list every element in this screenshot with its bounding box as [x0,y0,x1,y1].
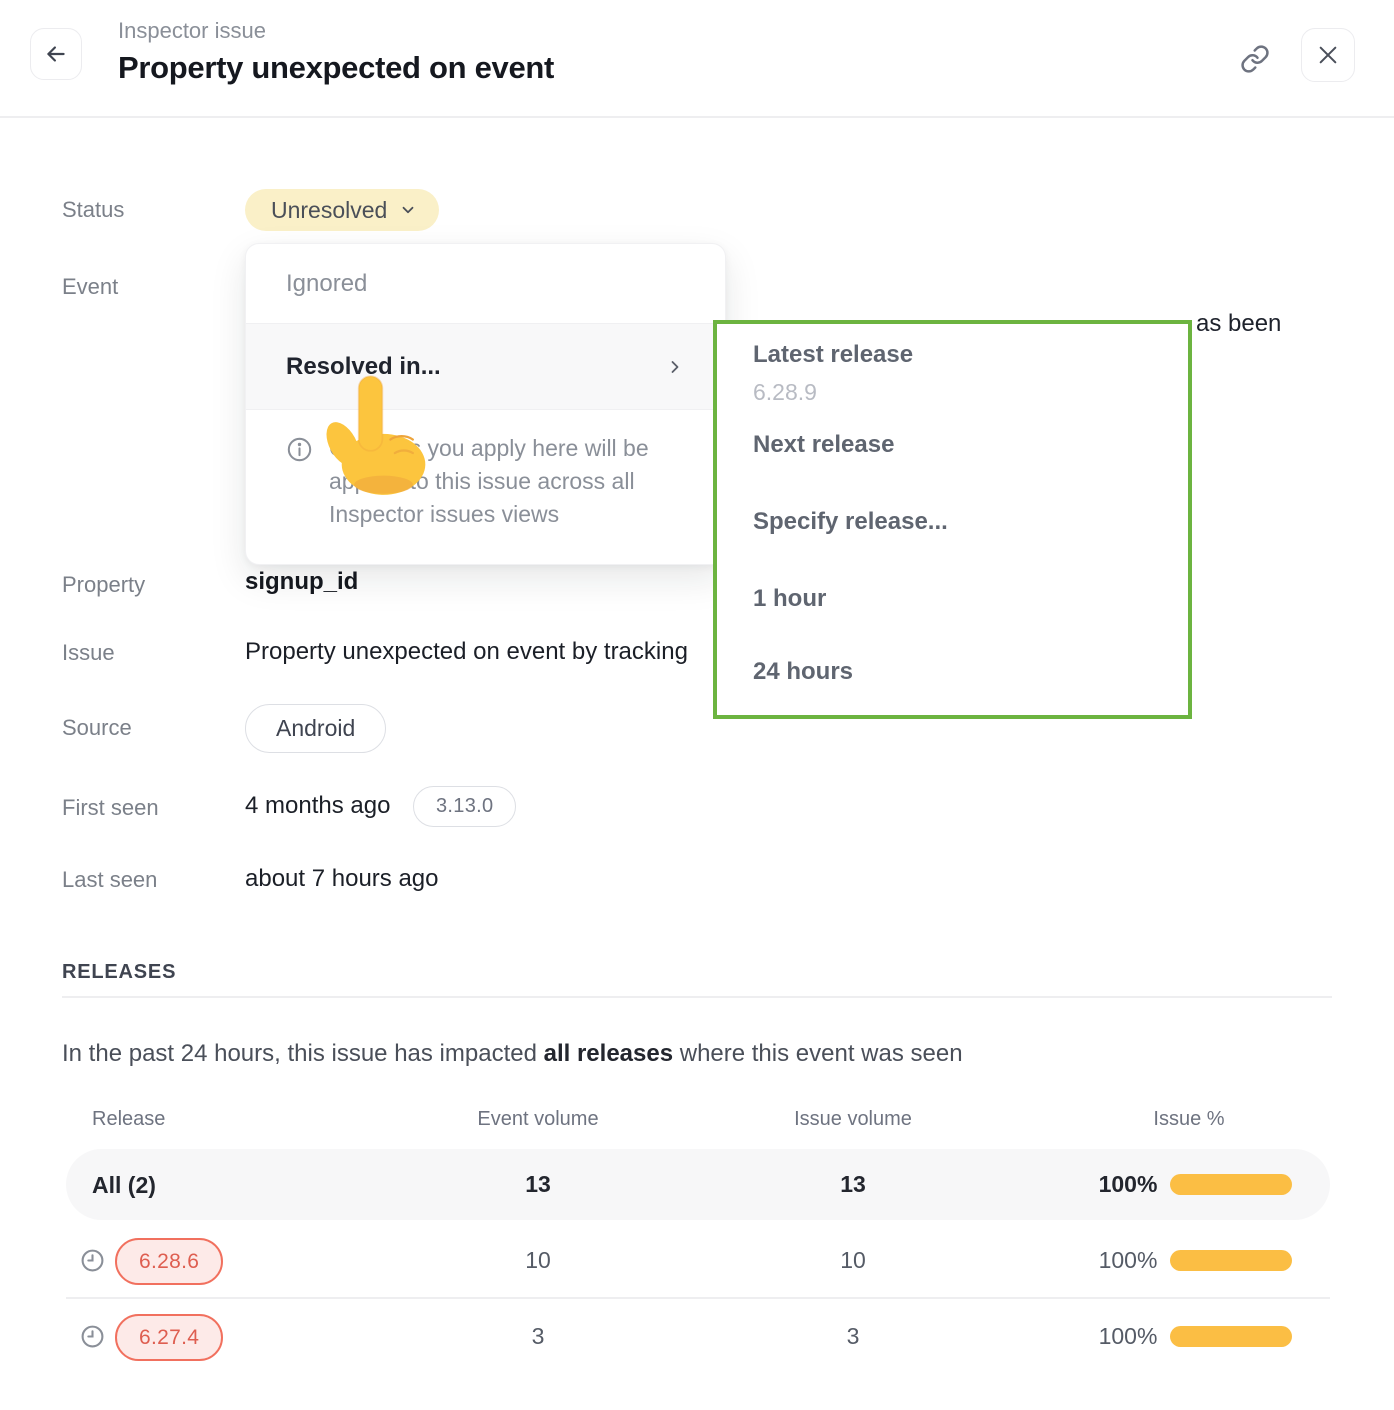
chevron-right-icon [671,360,679,373]
last-seen-label: Last seen [62,867,158,892]
chevron-down-icon [402,206,414,214]
page-title: Property unexpected on event [118,50,555,85]
status-value: Unresolved [271,196,388,223]
menu-item-ignored[interactable]: Ignored [286,269,368,297]
last-seen-value: about 7 hours ago [245,865,439,892]
header: Inspector issue Property unexpected on e… [0,0,1394,118]
source-badge: Android [245,704,387,753]
status-label: Status [62,197,125,222]
source-label: Source [62,715,132,740]
row-divider [66,1297,1330,1299]
row-1-issue-volume: 10 [840,1247,866,1273]
row-all-issue-bar [1170,1174,1292,1195]
row-1-event-volume: 10 [525,1247,551,1273]
latest-release-version: 6.28.9 [753,379,817,405]
table-row-all [66,1149,1330,1220]
menu-info: Changes you apply here will be applied t… [246,410,725,531]
submenu-item-specify-release[interactable]: Specify release... [753,508,948,535]
row-all-issue-pct: 100% [1098,1171,1158,1197]
clock-icon [81,1325,104,1348]
row-2-issue-volume: 3 [846,1323,860,1349]
link-icon [1241,45,1269,73]
status-dropdown[interactable]: Unresolved [245,189,440,231]
event-label: Event [62,274,119,299]
row-all-issue-volume: 13 [840,1171,866,1197]
column-header-release: Release [92,1108,166,1130]
property-label: Property [62,572,146,597]
close-icon [1319,46,1337,64]
row-2-issue-pct: 100% [1098,1323,1158,1349]
copy-link-button[interactable] [1236,40,1274,78]
first-seen-value: 4 months ago [245,792,391,819]
menu-info-text: Changes you apply here will be applied t… [329,435,649,527]
row-2-issue-bar [1170,1326,1292,1347]
impact-summary: In the past 24 hours, this issue has imp… [62,1040,963,1067]
info-icon [287,437,312,462]
submenu-item-latest-release[interactable]: Latest release [753,341,914,368]
resolve-submenu: Latest release 6.28.9 Next release Speci… [713,320,1192,719]
event-value-fragment: as been [1196,310,1282,337]
column-header-issue-pct: Issue % [1153,1108,1225,1130]
submenu-item-next-release[interactable]: Next release [753,431,895,458]
status-menu: Ignored Resolved in... Changes you apply… [245,243,726,565]
column-header-issue-volume: Issue volume [794,1108,912,1130]
row-2-event-volume: 3 [531,1323,545,1349]
clock-icon [81,1249,104,1272]
submenu-item-24-hours[interactable]: 24 hours [753,658,854,685]
property-value: signup_id [245,568,359,595]
row-all-release: All (2) [92,1172,156,1198]
release-badge: 6.27.4 [115,1314,224,1361]
submenu-item-1-hour[interactable]: 1 hour [753,585,827,612]
release-badge: 6.28.6 [115,1238,224,1285]
source-value: Android [276,715,356,741]
column-header-event-volume: Event volume [477,1108,599,1130]
breadcrumb: Inspector issue [118,18,266,43]
row-1-issue-pct: 100% [1098,1247,1158,1273]
arrow-left-icon [47,46,65,62]
first-seen-label: First seen [62,795,159,820]
releases-section-title: RELEASES [62,961,177,983]
row-1-issue-bar [1170,1250,1292,1271]
row-all-event-volume: 13 [525,1171,551,1197]
issue-value: Property unexpected on event by tracking [245,638,688,665]
issue-label: Issue [62,640,115,665]
section-divider [62,996,1332,998]
back-button[interactable] [30,28,82,80]
menu-item-resolved-in[interactable]: Resolved in... [246,323,725,410]
close-button[interactable] [1301,28,1355,82]
first-seen-release-badge: 3.13.0 [413,786,517,827]
